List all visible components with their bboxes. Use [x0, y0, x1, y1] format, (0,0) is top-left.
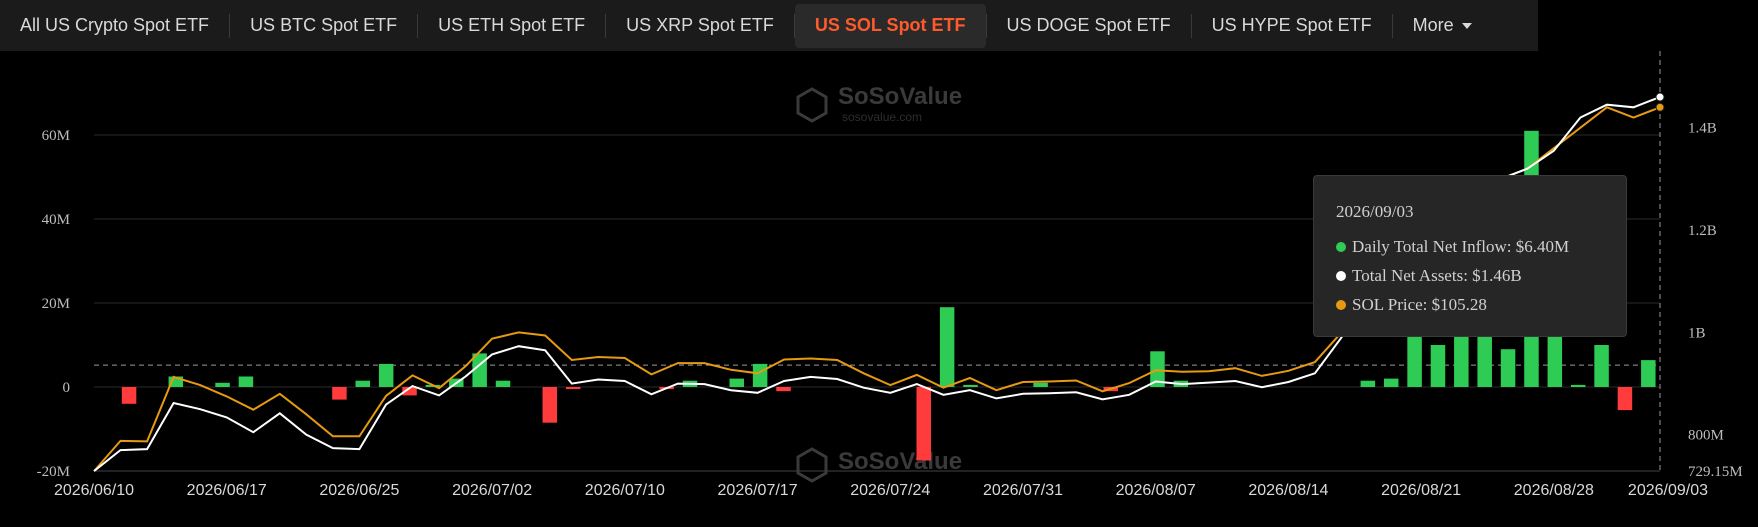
- inflow-bar: [565, 387, 581, 390]
- x-tick-label: 2026/07/10: [585, 482, 665, 499]
- inflow-bar: [1617, 387, 1633, 411]
- inflow-bar: [1570, 384, 1586, 387]
- more-dropdown[interactable]: More: [1393, 4, 1492, 48]
- tab-divider: [793, 13, 795, 38]
- etf-tab-bar: All US Crypto Spot ETF US BTC Spot ETF U…: [0, 0, 1538, 51]
- inflow-bar: [916, 387, 931, 461]
- tooltip-row-inflow: Daily Total Net Inflow: $6.40M: [1336, 232, 1626, 261]
- watermark-name: SoSoValue: [838, 83, 962, 110]
- watermark-top: SoSoValue sosovalue.com: [796, 83, 962, 124]
- inflow-bar: [963, 384, 978, 387]
- x-tick-label: 2026/08/07: [1116, 482, 1196, 499]
- tab-divider: [605, 13, 607, 38]
- x-tick-label: 2026/08/14: [1248, 482, 1328, 499]
- inflow-bar: [402, 387, 417, 396]
- x-axis: 2026/06/10 2026/06/17 2026/06/25 2026/07/02…: [54, 482, 1708, 499]
- watermark-logo-icon: [796, 87, 828, 123]
- right-tick-label: 1B: [1688, 325, 1706, 341]
- tooltip-row-price: SOL Price: $105.28: [1336, 290, 1626, 319]
- tab-all-us-crypto[interactable]: All US Crypto Spot ETF: [20, 15, 210, 35]
- right-tick-label: 1.2B: [1688, 223, 1717, 239]
- left-axis: -20M 0 20M 40M 60M: [37, 128, 70, 480]
- right-tick-label: 1.4B: [1688, 121, 1717, 137]
- left-tick-label: 60M: [42, 128, 70, 144]
- right-axis: 729.15M 800M 1B 1.2B 1.4B: [1688, 121, 1743, 480]
- watermark-name: SoSoValue: [838, 448, 962, 475]
- tab-divider: [229, 13, 231, 38]
- inflow-bar: [168, 376, 184, 387]
- x-tick-label: 2026/06/17: [187, 482, 267, 499]
- right-tick-label: 800M: [1688, 428, 1724, 444]
- inflow-bar: [355, 380, 371, 387]
- watermark-url: sosovalue.com: [842, 110, 922, 124]
- tooltip-assets-text: Total Net Assets: $1.46B: [1352, 265, 1522, 285]
- inflow-bar: [939, 307, 955, 387]
- x-tick-label: 2026/06/10: [54, 482, 134, 499]
- tooltip-inflow-text: Daily Total Net Inflow: $6.40M: [1352, 236, 1570, 256]
- total-net-assets-marker: [1655, 92, 1665, 102]
- tab-us-sol[interactable]: US SOL Spot ETF: [794, 3, 986, 48]
- x-tick-label: 2026/07/31: [983, 482, 1063, 499]
- inflow-bar: [542, 387, 558, 423]
- tab-us-xrp[interactable]: US XRP Spot ETF: [626, 15, 774, 35]
- inflow-bar: [729, 378, 745, 387]
- left-tick-label: 20M: [42, 296, 70, 312]
- tab-divider: [1190, 13, 1192, 38]
- inflow-dot-icon: [1336, 241, 1346, 252]
- tab-us-doge[interactable]: US DOGE Spot ETF: [1006, 15, 1171, 35]
- inflow-bar: [215, 382, 230, 387]
- watermark-bottom: SoSoValue: [796, 447, 962, 483]
- inflow-bar: [776, 387, 791, 392]
- x-tick-label: 2026/06/25: [319, 482, 399, 499]
- inflow-bar: [332, 387, 347, 400]
- left-tick-label: -20M: [37, 464, 70, 480]
- left-tick-label: 0: [63, 380, 71, 396]
- inflow-bar: [238, 376, 254, 387]
- x-tick-label: 2026/07/17: [718, 482, 798, 499]
- x-tick-label: 2026/08/21: [1381, 482, 1461, 499]
- sol-price-marker: [1655, 102, 1665, 112]
- tab-us-eth[interactable]: US ETH Spot ETF: [438, 15, 586, 35]
- x-tick-label: 2026/08/28: [1514, 482, 1594, 499]
- x-tick-label: 2026/07/02: [452, 482, 532, 499]
- inflow-bar: [378, 363, 394, 387]
- inflow-bar: [1594, 345, 1609, 387]
- tab-divider: [417, 13, 419, 38]
- inflow-bar: [121, 387, 137, 404]
- tooltip-row-assets: Total Net Assets: $1.46B: [1336, 261, 1626, 290]
- inflow-bar: [1383, 378, 1399, 387]
- inflow-bar: [495, 380, 511, 387]
- inflow-bar: [752, 363, 768, 387]
- chevron-down-icon: [1461, 22, 1472, 29]
- tooltip-price-text: SOL Price: $105.28: [1352, 294, 1487, 314]
- more-label: More: [1412, 15, 1454, 35]
- inflow-bar: [1500, 349, 1516, 387]
- inflow-bar: [1360, 380, 1376, 387]
- x-tick-label: 2026/07/24: [850, 482, 930, 499]
- inflow-bar: [1430, 345, 1446, 387]
- inflow-bar: [1033, 382, 1048, 387]
- left-tick-label: 40M: [42, 212, 70, 228]
- watermark-logo-icon: [796, 447, 828, 483]
- assets-dot-icon: [1336, 270, 1346, 281]
- tab-divider: [985, 13, 987, 38]
- tooltip-date: 2026/09/03: [1336, 202, 1414, 221]
- inflow-bar: [1641, 360, 1656, 387]
- chart-tooltip: 2026/09/03 Daily Total Net Inflow: $6.40…: [1313, 175, 1627, 337]
- tab-us-btc[interactable]: US BTC Spot ETF: [250, 15, 398, 35]
- tab-divider: [1391, 13, 1393, 38]
- x-tick-label: 2026/09/03: [1628, 482, 1708, 499]
- inflow-bar: [1150, 351, 1165, 387]
- price-dot-icon: [1336, 299, 1346, 310]
- right-tick-label: 729.15M: [1688, 464, 1743, 480]
- tab-us-hype[interactable]: US HYPE Spot ETF: [1211, 15, 1372, 35]
